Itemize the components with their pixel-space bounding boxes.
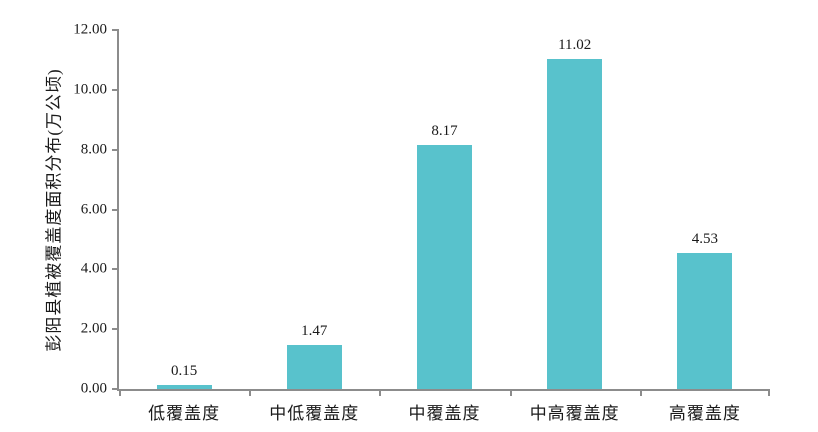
y-axis-tick-label: 4.00: [80, 260, 107, 277]
y-axis-tick-label: 12.00: [73, 21, 107, 38]
y-axis-title: 彭阳县植被覆盖度面积分布(万公顷): [44, 68, 64, 352]
x-axis-tick-mark: [119, 389, 121, 396]
y-axis-tick-mark: [112, 88, 119, 91]
bar-value-label: 0.15: [170, 362, 198, 379]
bar-2: [286, 345, 342, 389]
y-axis-tick-mark: [112, 208, 119, 211]
y-axis-tick-label: 6.00: [80, 201, 107, 217]
y-axis-tick-mark: [112, 148, 119, 151]
y-axis-tick-label: 2.00: [80, 320, 107, 337]
y-axis-tick-label: 8.00: [80, 141, 107, 158]
y-axis-tick-mark: [112, 29, 119, 31]
bar-4: [547, 59, 603, 389]
x-axis-category-label: 中低覆盖度: [269, 404, 360, 423]
y-axis-tick-mark: [112, 328, 119, 331]
bar-5: [677, 253, 733, 389]
x-axis-tick-mark: [510, 389, 512, 396]
bar-1: [156, 384, 212, 389]
bar-value-label: 4.53: [691, 231, 719, 248]
bar-value-label: 11.02: [558, 37, 592, 54]
x-axis-category-label: 高覆盖度: [668, 404, 741, 423]
x-axis-category-label: 中高覆盖度: [529, 404, 620, 423]
x-axis-tick-mark: [768, 389, 770, 396]
x-axis-tick-mark: [379, 389, 381, 396]
x-axis-category-label: 低覆盖度: [148, 404, 221, 423]
x-axis-category-label: 中覆盖度: [408, 404, 481, 423]
y-axis-tick-mark: [112, 268, 119, 271]
x-axis-tick-mark: [640, 389, 642, 396]
y-axis-tick-label: 10.00: [73, 81, 107, 98]
bar-value-label: 8.17: [431, 122, 458, 139]
plot-area: 0.00 2.00 4.00 6.00 8.00 10.00 12.00 0.15 低覆盖度 1.…: [73, 22, 770, 423]
bar-3: [417, 144, 472, 389]
y-axis-tick-mark: [112, 388, 119, 390]
x-axis-tick-mark: [249, 389, 251, 396]
y-axis-tick-label: 0.00: [80, 380, 107, 397]
bar-value-label: 1.47: [301, 323, 328, 340]
